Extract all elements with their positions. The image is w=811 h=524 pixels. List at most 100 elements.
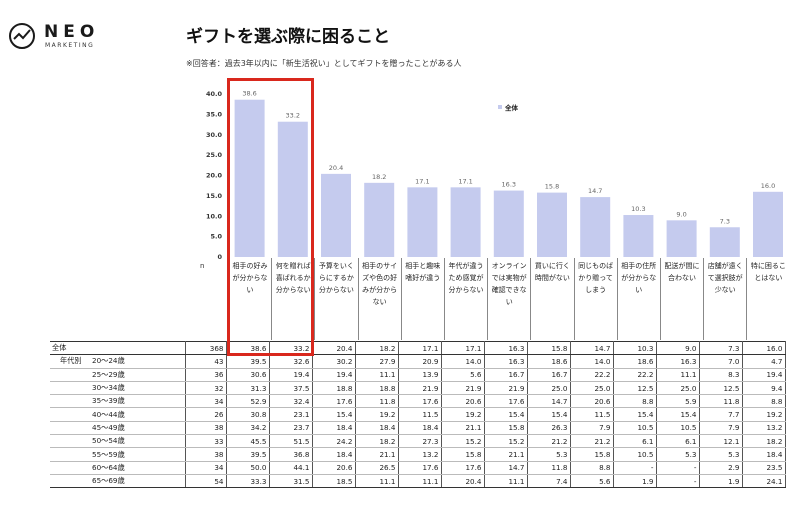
y-tick-label: 10.0 bbox=[206, 212, 223, 220]
y-tick-label: 25.0 bbox=[206, 151, 223, 159]
value-cell: 14.7 bbox=[484, 461, 528, 475]
value-cell: 11.8 bbox=[527, 461, 571, 475]
value-cell: 27.9 bbox=[355, 354, 399, 369]
segment-cell: 55～59歳 bbox=[90, 447, 186, 462]
category-label: 相手の住所が分からない bbox=[616, 258, 660, 340]
highlight-box bbox=[227, 78, 314, 356]
value-cell: 52.9 bbox=[226, 394, 270, 409]
value-cell: 34.2 bbox=[226, 421, 270, 436]
value-cell: 15.4 bbox=[484, 407, 528, 422]
value-cell: 11.8 bbox=[699, 394, 743, 409]
segment-cell: 40～44歳 bbox=[90, 407, 186, 422]
y-tick-label: 5.0 bbox=[210, 233, 222, 241]
value-cell: 18.4 bbox=[742, 447, 786, 462]
value-cell: 19.4 bbox=[269, 368, 313, 382]
y-tick-label: 40.0 bbox=[206, 90, 223, 98]
value-cell: 9.0 bbox=[656, 340, 700, 356]
value-cell: 14.0 bbox=[441, 354, 485, 369]
value-cell: 30.6 bbox=[226, 368, 270, 382]
value-cell: 18.2 bbox=[355, 434, 399, 449]
value-cell: 5.9 bbox=[656, 394, 700, 409]
crosstab-table: 全体 368 38.6 33.2 20.4 18.2 17.1 17.1 16.3 15.8 14.… bbox=[50, 340, 786, 489]
value-cell: 32.4 bbox=[269, 394, 313, 409]
bar bbox=[234, 99, 265, 257]
value-cell: 16.7 bbox=[527, 368, 571, 382]
table-row: 65～69歳 54 33.3 31.5 18.5 11.1 11.1 20.4 11.1 7.4 5… bbox=[50, 474, 786, 489]
value-cell: 26.5 bbox=[355, 461, 399, 475]
value-cell: 16.3 bbox=[484, 340, 528, 356]
value-cell: 24.2 bbox=[312, 434, 356, 449]
value-cell: 45.5 bbox=[226, 434, 270, 449]
value-cell: 8.8 bbox=[742, 394, 786, 409]
value-cell: 4.7 bbox=[742, 354, 786, 369]
segment-cell: 20～24歳 bbox=[90, 354, 186, 369]
value-cell: 21.2 bbox=[570, 434, 614, 449]
group-cell bbox=[50, 368, 90, 382]
value-cell: 17.6 bbox=[441, 461, 485, 475]
value-cell: 18.8 bbox=[355, 381, 399, 396]
category-label: 店舗が遠くて選択肢が少ない bbox=[703, 258, 746, 340]
value-cell: 31.3 bbox=[226, 381, 270, 396]
table-row: 全体 368 38.6 33.2 20.4 18.2 17.1 17.1 16.3 15.8 14.… bbox=[50, 340, 786, 356]
table-row: 30～34歳 32 31.3 37.5 18.8 18.8 21.9 21.9 21.9 25.0… bbox=[50, 381, 786, 396]
n-cell: 34 bbox=[185, 394, 227, 409]
value-cell: 18.4 bbox=[355, 421, 399, 436]
category-label: 同じものばかり贈ってしまう bbox=[573, 258, 617, 340]
value-cell: 10.5 bbox=[656, 421, 700, 436]
category-label: オンラインでは実物が確認できない bbox=[487, 258, 530, 340]
n-cell: 26 bbox=[185, 407, 227, 422]
value-cell: 10.5 bbox=[613, 447, 657, 462]
value-cell: 11.1 bbox=[398, 474, 442, 489]
bar bbox=[493, 190, 524, 257]
value-cell: 20.9 bbox=[398, 354, 442, 369]
value-cell: 7.4 bbox=[527, 474, 571, 489]
n-cell: 368 bbox=[185, 340, 227, 356]
value-cell: 14.7 bbox=[527, 394, 571, 409]
value-cell: 14.0 bbox=[570, 354, 614, 369]
value-cell: 17.6 bbox=[398, 461, 442, 475]
group-cell: 全体 bbox=[50, 340, 90, 356]
y-tick-label: 30.0 bbox=[206, 131, 223, 139]
value-cell: 20.6 bbox=[570, 394, 614, 409]
data-label: 15.8 bbox=[545, 183, 559, 191]
value-cell: 25.0 bbox=[527, 381, 571, 396]
segment-cell: 50～54歳 bbox=[90, 434, 186, 449]
group-cell: 年代別 bbox=[50, 354, 90, 369]
segment-cell: 65～69歳 bbox=[90, 474, 186, 489]
category-label: 何を贈れば喜ばれるか分からない bbox=[271, 258, 314, 340]
value-cell: 16.3 bbox=[656, 354, 700, 369]
category-label: 相手と趣味嗜好が違う bbox=[400, 258, 444, 340]
value-cell: 30.8 bbox=[226, 407, 270, 422]
data-label: 17.1 bbox=[458, 177, 472, 185]
n-cell: 43 bbox=[185, 354, 227, 369]
value-cell: 18.6 bbox=[527, 354, 571, 369]
n-cell: 36 bbox=[185, 368, 227, 382]
value-cell: 5.6 bbox=[570, 474, 614, 489]
value-cell: 22.2 bbox=[570, 368, 614, 382]
segment-cell: 60～64歳 bbox=[90, 461, 186, 475]
brand-name: NEO bbox=[44, 22, 100, 42]
y-tick-label: 15.0 bbox=[206, 192, 223, 200]
segment-cell: 35～39歳 bbox=[90, 394, 186, 409]
value-cell: 6.1 bbox=[613, 434, 657, 449]
value-cell: 1.9 bbox=[699, 474, 743, 489]
value-cell: 27.3 bbox=[398, 434, 442, 449]
value-cell: 50.0 bbox=[226, 461, 270, 475]
value-cell: 21.1 bbox=[441, 421, 485, 436]
value-cell: 18.8 bbox=[312, 381, 356, 396]
data-label: 20.4 bbox=[329, 164, 343, 172]
value-cell: 17.1 bbox=[441, 340, 485, 356]
table-row: 25～29歳 36 30.6 19.4 19.4 11.1 13.9 5.6 16.7 16.7 2… bbox=[50, 368, 786, 382]
value-cell: 44.1 bbox=[269, 461, 313, 475]
value-cell: 1.9 bbox=[613, 474, 657, 489]
bar bbox=[753, 191, 783, 257]
table-row: 45～49歳 38 34.2 23.7 18.4 18.4 18.4 21.1 15.8 26.3… bbox=[50, 421, 786, 436]
n-cell: 54 bbox=[185, 474, 227, 489]
value-cell: 36.8 bbox=[269, 447, 313, 462]
bar bbox=[580, 197, 611, 257]
segment-cell bbox=[90, 340, 186, 356]
bar bbox=[450, 187, 481, 257]
value-cell: 10.3 bbox=[613, 340, 657, 356]
value-cell: 10.5 bbox=[613, 421, 657, 436]
value-cell: 15.8 bbox=[570, 447, 614, 462]
